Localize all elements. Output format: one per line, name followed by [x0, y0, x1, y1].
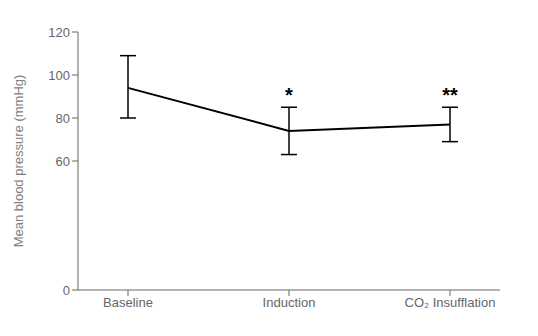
- svg-text:100: 100: [48, 68, 70, 83]
- svg-text:60: 60: [56, 154, 70, 169]
- svg-text:80: 80: [56, 111, 70, 126]
- svg-text:Induction: Induction: [263, 295, 316, 310]
- svg-text:CO₂ Insufflation: CO₂ Insufflation: [405, 295, 496, 310]
- svg-text:Baseline: Baseline: [103, 295, 153, 310]
- svg-text:120: 120: [48, 25, 70, 40]
- svg-text:Mean blood pressure (mmHg): Mean blood pressure (mmHg): [11, 75, 26, 248]
- svg-text:0: 0: [63, 283, 70, 298]
- svg-text:**: **: [442, 84, 458, 106]
- svg-text:*: *: [285, 84, 293, 106]
